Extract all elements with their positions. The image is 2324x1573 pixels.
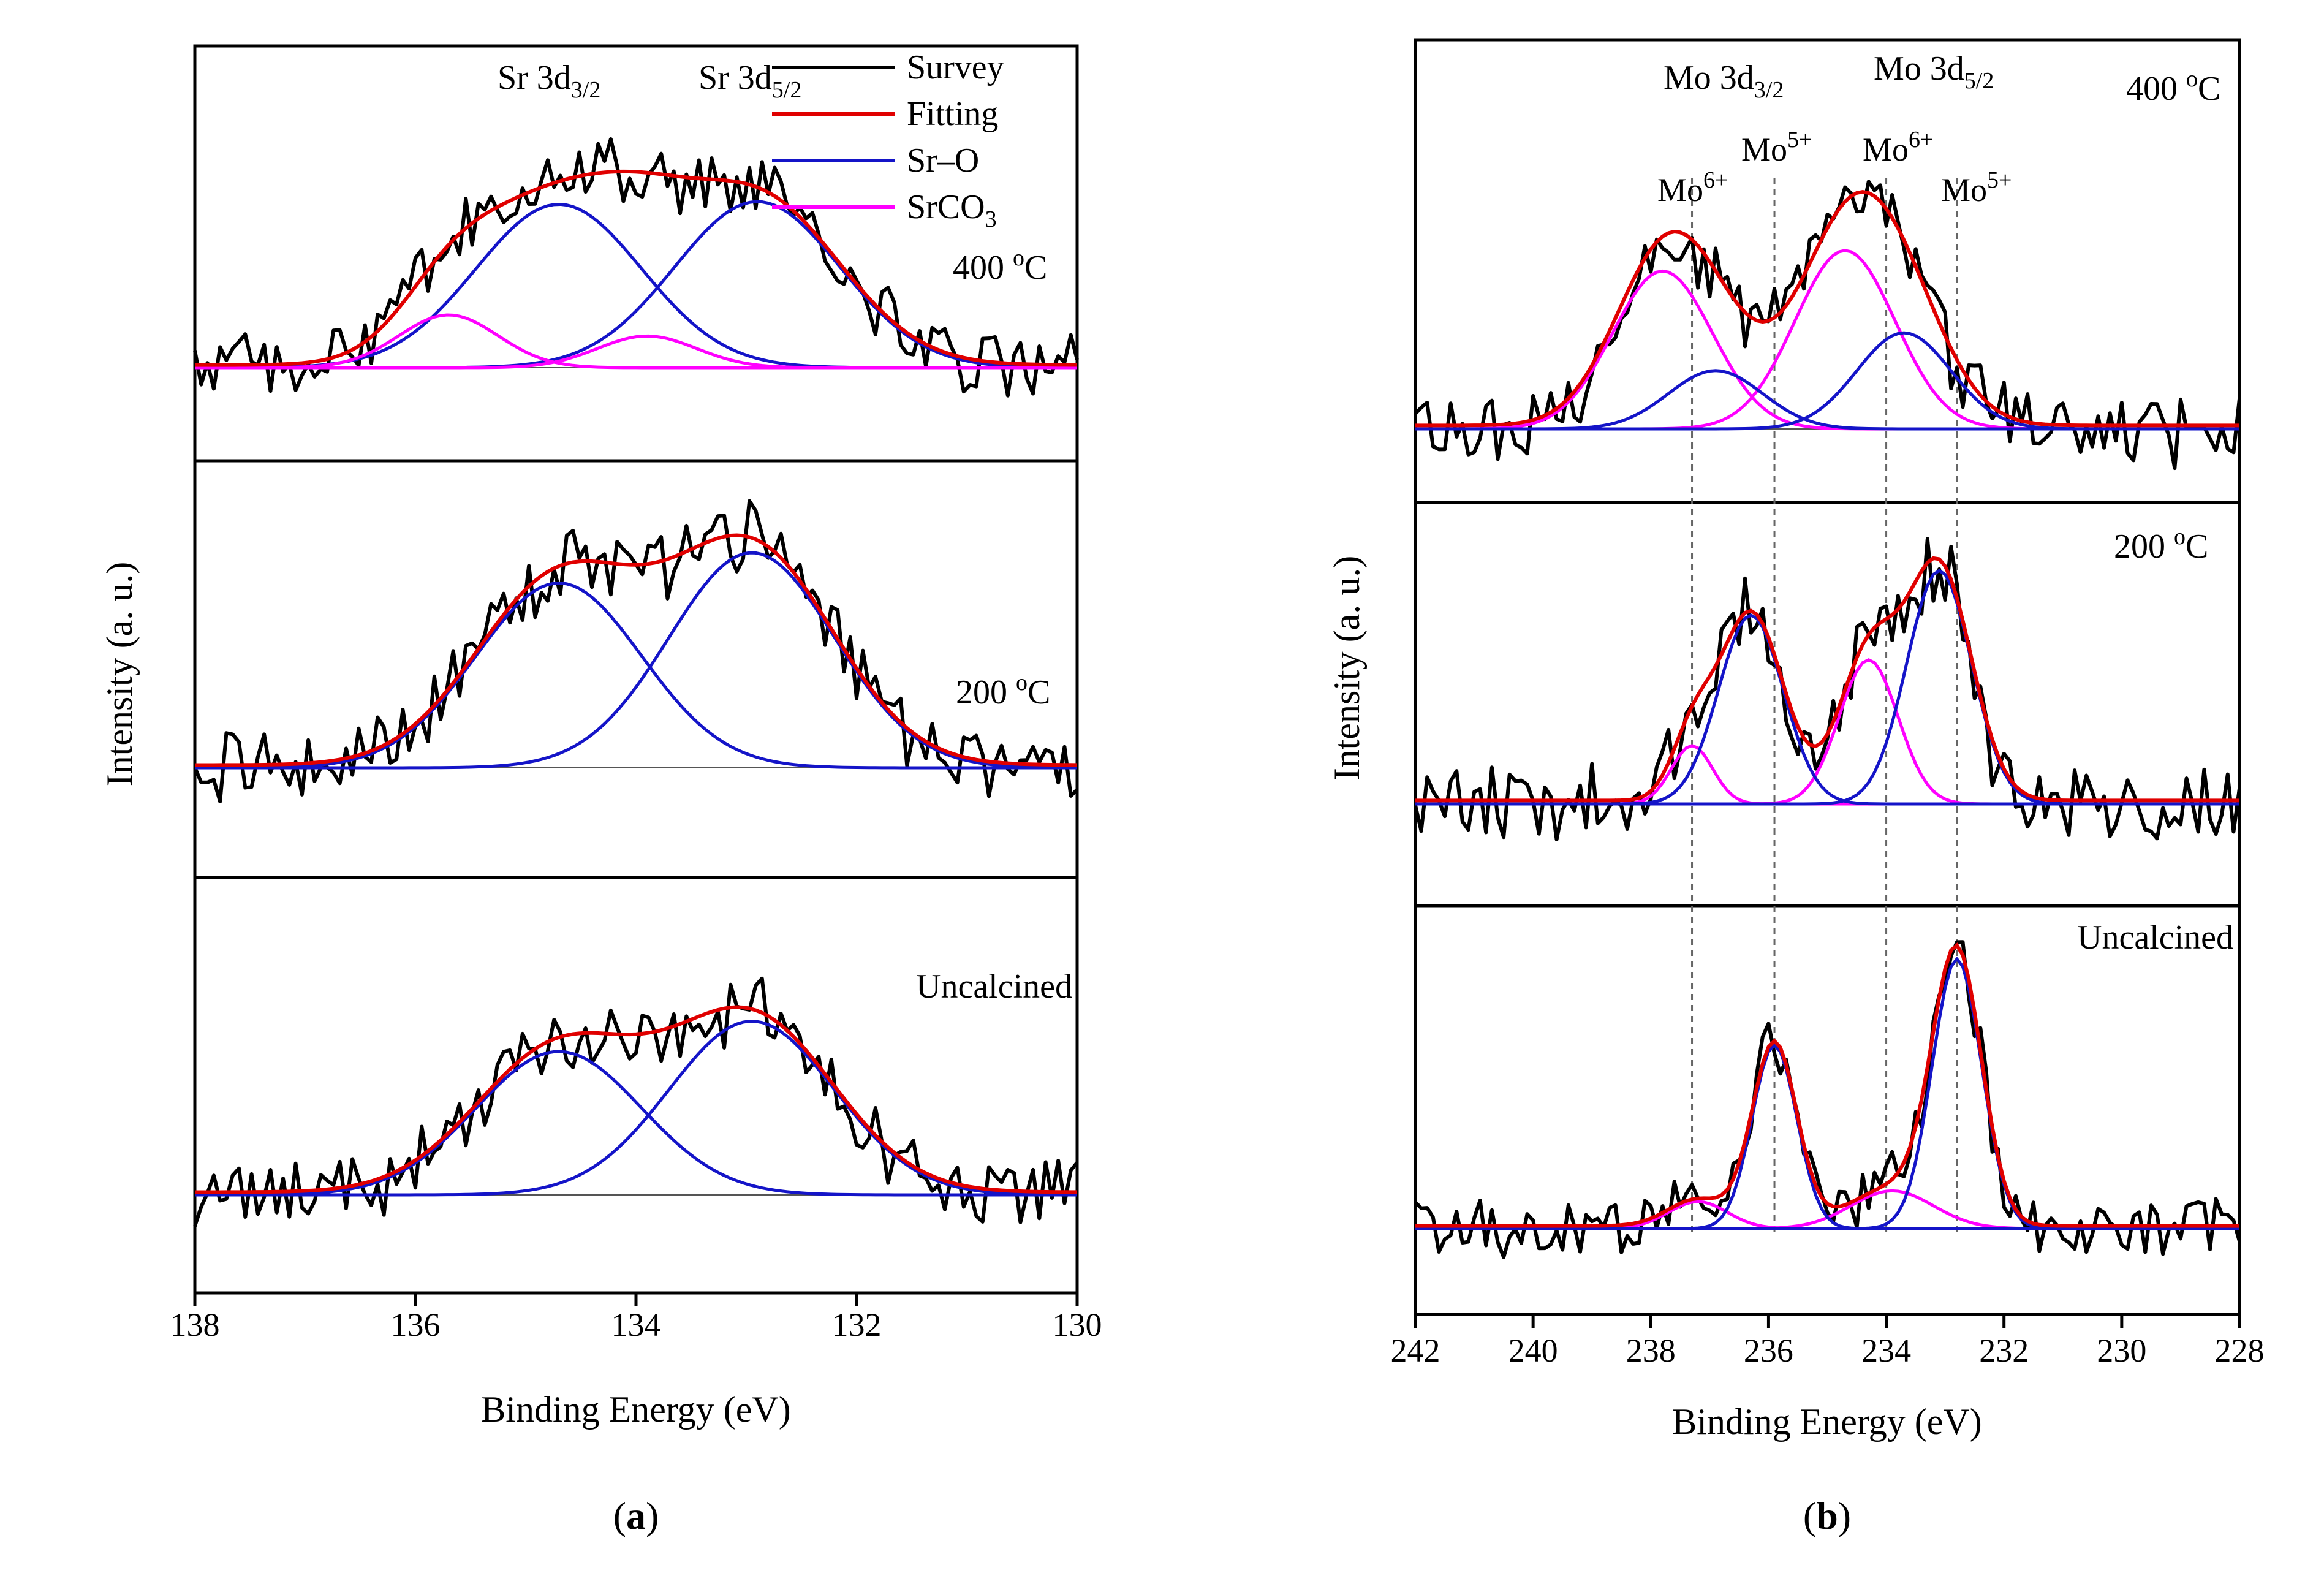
series-survey: [1414, 940, 2241, 1259]
series-fitting: [1415, 942, 2239, 1228]
chart-b-panel-label-200: 200 oC: [2114, 524, 2208, 566]
component-peak-0-0: [194, 1050, 1077, 1197]
chart-b-panel-label-400: 400 oC: [2126, 66, 2220, 108]
chart-b-panel-label-uncalcined: Uncalcined: [2077, 919, 2233, 957]
x-tick-label-242: 242: [1391, 1332, 1440, 1369]
panel-b-2: [1414, 940, 2241, 1259]
series-fitting: [1415, 556, 2239, 803]
chart-a-y-axis-label: Intensity (a. u.): [99, 562, 140, 787]
x-tick-label-236: 236: [1744, 1332, 1793, 1369]
chart-b-caption: (b): [1803, 1494, 1851, 1537]
chart-b-y-axis-label: Intensity (a. u.): [1327, 556, 1367, 781]
chart-a-sr3d: 138 136 134 132 130 Binding Energy (eV) Inte…: [99, 44, 1102, 1537]
series-survey: [193, 137, 1079, 398]
panel-b-0: [1414, 180, 2241, 471]
component-peak-0-0: [194, 582, 1077, 770]
chart-a-peak-label-sr3d52: Sr 3d5/2: [698, 59, 801, 103]
chart-b-state-label-mo6-b: Mo6+: [1863, 127, 1933, 168]
component-peak-0-1: [195, 551, 1078, 770]
chart-b-plot-area: [1414, 180, 2241, 1259]
legend-label-srco3: SrCO3: [907, 188, 997, 232]
chart-b-state-label-mo5-b: Mo5+: [1941, 167, 2012, 208]
chart-b-x-axis-label: Binding Energy (eV): [1672, 1401, 1981, 1442]
x-tick-label-230: 230: [2097, 1332, 2146, 1369]
x-tick-label-136: 136: [391, 1306, 441, 1343]
series-fitting: [194, 533, 1078, 767]
component-peak-0-1: [195, 1020, 1078, 1197]
panel-a-0: [193, 137, 1079, 398]
series-fitting: [1415, 189, 2239, 428]
chart-a-x-ticks: 138 136 134 132 130: [170, 1293, 1102, 1343]
component-peak-1-1: [195, 334, 1077, 370]
chart-b-x-ticks: 242 240 238 236 234 232 230 228: [1391, 1314, 2265, 1369]
legend-label-survey: Survey: [907, 48, 1004, 86]
x-tick-label-138: 138: [170, 1306, 220, 1343]
panel-a-1: [193, 499, 1079, 804]
component-peak-1-1: [1415, 331, 2239, 431]
series-fitting: [194, 1005, 1078, 1194]
component-peak-1-1: [1415, 569, 2239, 806]
chart-a-panel-label-uncalcined: Uncalcined: [916, 968, 1072, 1006]
x-tick-label-234: 234: [1861, 1332, 1911, 1369]
chart-a-legend: Survey Fitting Sr–O SrCO3: [772, 48, 1004, 232]
chart-a-caption: (a): [613, 1494, 659, 1537]
panel-b-1: [1414, 537, 2241, 841]
panel-a-2: [193, 976, 1079, 1227]
x-tick-label-238: 238: [1626, 1332, 1676, 1369]
chart-a-plot-area: [193, 137, 1079, 1227]
x-tick-label-130: 130: [1053, 1306, 1102, 1343]
chart-b-state-label-mo5-a: Mo5+: [1741, 127, 1812, 168]
series-fitting: [194, 169, 1078, 367]
x-tick-label-240: 240: [1508, 1332, 1558, 1369]
chart-b-state-label-mo6-a: Mo6+: [1657, 167, 1728, 208]
chart-b-peak-label-mo3d52: Mo 3d5/2: [1874, 50, 1994, 94]
component-peak-1-1: [1415, 956, 2239, 1230]
chart-b-frame: [1414, 38, 2241, 1316]
legend-label-fitting: Fitting: [907, 95, 998, 133]
chart-a-panel-label-200: 200 oC: [956, 670, 1050, 711]
series-survey: [193, 976, 1079, 1227]
series-survey: [1414, 180, 2241, 471]
chart-b-mo3d: 242 240 238 236 234 232 230 228 Binding Energy …: [1327, 38, 2265, 1537]
x-tick-label-134: 134: [611, 1306, 661, 1343]
legend-label-sro: Sr–O: [907, 142, 979, 180]
x-tick-label-132: 132: [832, 1306, 882, 1343]
chart-a-peak-label-sr3d32: Sr 3d3/2: [498, 59, 600, 103]
x-tick-label-232: 232: [1979, 1332, 2029, 1369]
chart-a-x-axis-label: Binding Energy (eV): [481, 1389, 790, 1430]
x-tick-label-228: 228: [2215, 1332, 2265, 1369]
chart-a-panel-label-400: 400 oC: [953, 245, 1047, 287]
chart-b-peak-label-mo3d32: Mo 3d3/2: [1664, 59, 1784, 103]
